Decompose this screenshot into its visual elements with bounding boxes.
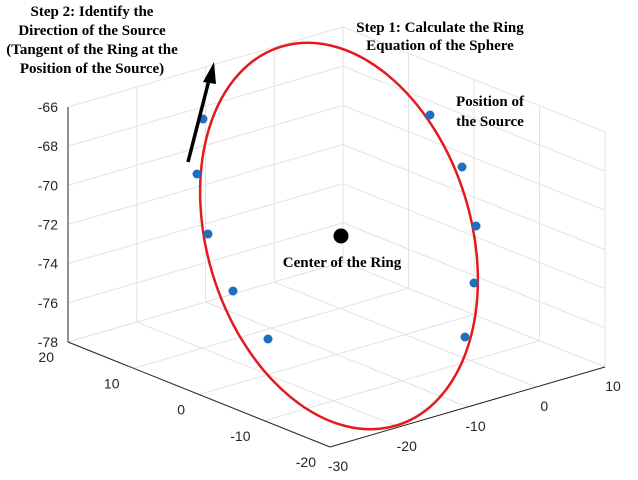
z-tick-label: -74 — [38, 256, 58, 272]
annotation: the Source — [456, 114, 524, 130]
z-tick-label: -72 — [38, 217, 58, 233]
z-tick-label: -70 — [38, 177, 58, 193]
axis-line — [329, 366, 606, 448]
annotation: (Tangent of the Ring at the — [6, 42, 178, 58]
y-tick-label: 20 — [38, 349, 54, 365]
grid-line — [205, 301, 468, 408]
point — [203, 229, 213, 239]
annotation: Direction of the Source — [18, 23, 166, 39]
grid-line — [274, 281, 537, 388]
point — [263, 334, 273, 344]
annotation: Equation of the Sphere — [366, 38, 514, 54]
point — [457, 162, 467, 172]
y-tick-label: -10 — [230, 428, 250, 444]
annotation: Position of — [456, 94, 525, 110]
ring-points — [192, 110, 481, 344]
direction-arrow — [186, 79, 211, 163]
ring — [198, 41, 480, 431]
x-tick-label: -10 — [465, 418, 485, 434]
axes-box — [67, 26, 606, 448]
z-tick-label: -66 — [38, 99, 58, 115]
annotation: Step 1: Calculate the Ring — [356, 20, 524, 36]
point — [425, 110, 435, 120]
x-tick-label: 10 — [605, 378, 621, 394]
y-tick-label: 10 — [104, 375, 120, 391]
point — [460, 332, 470, 342]
grid-line — [342, 261, 606, 368]
point — [471, 221, 481, 231]
x-tick-label: -20 — [397, 438, 417, 454]
z-tick-label: -76 — [38, 295, 58, 311]
annotation: Step 2: Identify the — [31, 4, 154, 20]
annotation: Center of the Ring — [283, 255, 402, 271]
arrow-head — [203, 62, 216, 84]
x-tick-label: 0 — [540, 398, 548, 414]
y-tick-label: 0 — [177, 402, 185, 418]
axis-line — [67, 341, 331, 448]
point — [469, 278, 479, 288]
z-tick-label: -68 — [38, 138, 58, 154]
point — [228, 286, 238, 296]
x-tick-label: -30 — [328, 458, 348, 474]
annotation: Position of the Source) — [20, 61, 164, 77]
z-tick-label: -78 — [38, 334, 58, 350]
ring-center — [333, 228, 349, 244]
y-tick-label: -20 — [296, 454, 316, 470]
point — [192, 169, 202, 179]
